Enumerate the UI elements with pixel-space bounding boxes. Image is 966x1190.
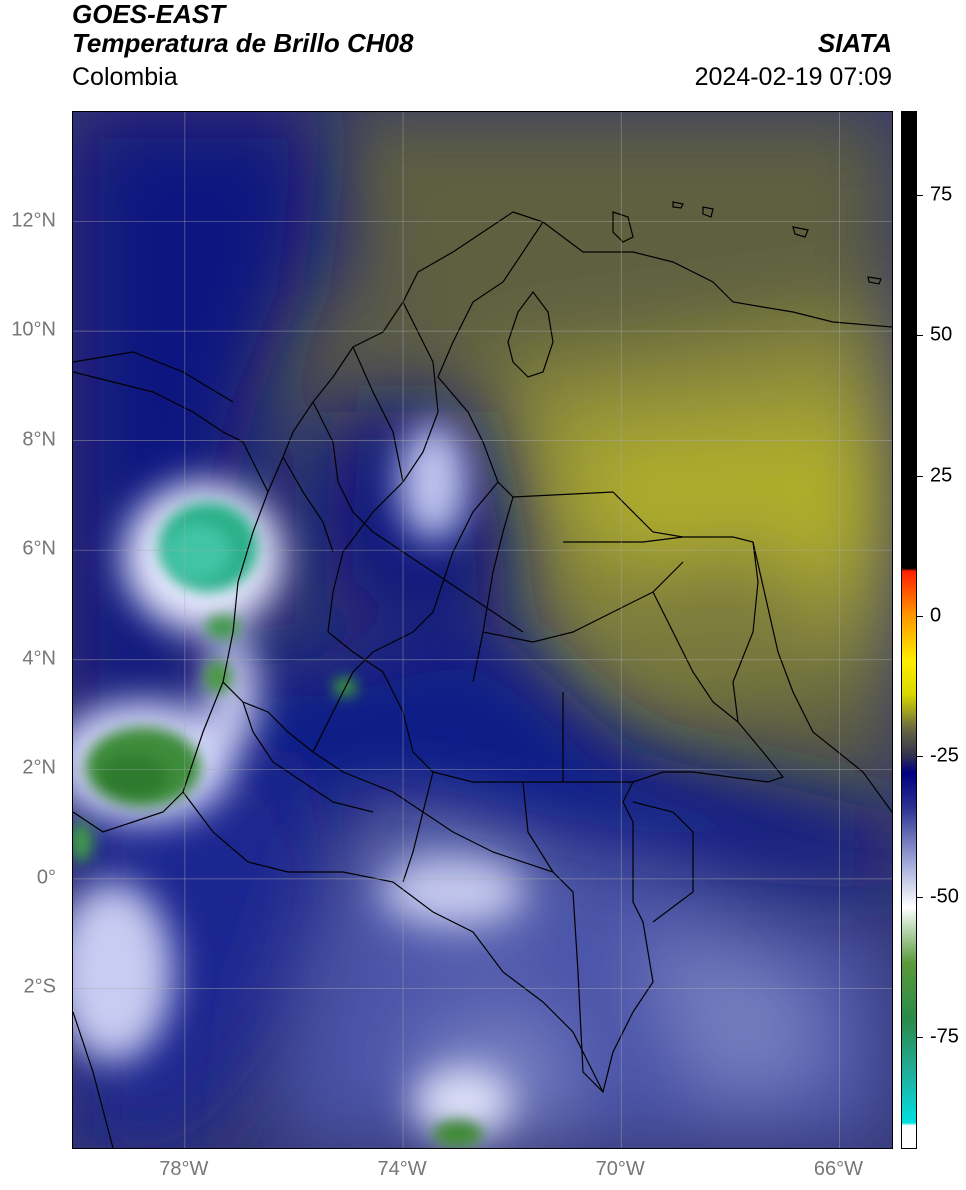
lon-tick-label: 74°W [377,1158,427,1180]
region-label: Colombia [72,63,178,91]
lat-tick-label: 2°S [23,975,56,998]
satellite-map[interactable] [72,111,893,1149]
lat-tick-label: 6°N [22,537,56,560]
colorbar-tick-label: 25 [930,464,953,487]
lat-tick-label: 12°N [11,209,56,232]
lon-tick-label: 66°W [813,1158,863,1180]
colorbar-tick [917,615,923,617]
colorbar-tick [917,1036,923,1038]
lat-tick-label: 2°N [22,756,56,779]
country-borders [73,201,892,1148]
timestamp-label: 2024-02-19 07:09 [694,63,892,91]
colorbar-tick-label: 50 [930,323,953,346]
colorbar-tick [917,896,923,898]
colorbar-tick [917,756,923,758]
cloud-field [73,112,892,1148]
lat-tick-label: 10°N [11,318,56,341]
colorbar-tick-label: 75 [930,183,953,206]
title-block: GOES-EAST Temperatura de Brillo CH08 Col… [72,0,413,92]
lat-tick-label: 8°N [22,428,56,451]
lat-tick-label: 0° [36,866,56,889]
lat-tick-label: 4°N [22,647,56,670]
colorbar-tick-label: -75 [930,1025,959,1048]
map-canvas [73,112,892,1148]
header-right: SIATA 2024-02-19 07:09 [695,0,892,92]
colorbar-tick-label: -50 [930,885,959,907]
colorbar-tick [917,335,923,337]
colorbar-tick [917,195,923,197]
colorbar-tick-label: -25 [930,744,959,767]
colorbar-tick [917,475,923,477]
lon-tick-label: 70°W [595,1158,645,1180]
organization-label: SIATA [817,28,892,58]
colorbar-tick-label: 0 [930,604,942,627]
lon-tick-label: 78°W [159,1158,209,1180]
product-title: Temperatura de Brillo CH08 [72,28,414,58]
satellite-name: GOES-EAST [72,0,226,29]
temperature-colorbar [901,111,917,1149]
graticule [73,112,892,1148]
